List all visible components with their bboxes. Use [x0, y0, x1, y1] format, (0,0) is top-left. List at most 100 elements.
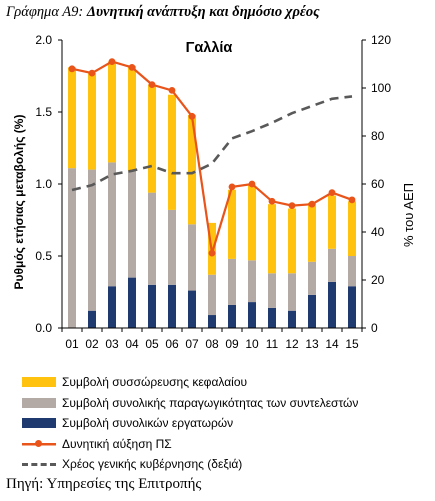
x-tick-label-10: 10	[245, 337, 259, 351]
bar-labour-04	[128, 277, 136, 328]
bar-tfp-12	[288, 273, 296, 311]
bar-labour-07	[188, 290, 196, 328]
legend-item: Συμβολή συνολικής παραγωγικότητας των συ…	[22, 393, 358, 414]
bar-capital-13	[308, 202, 316, 262]
y2-tick-label: 40	[371, 225, 385, 239]
bar-tfp-11	[268, 273, 276, 308]
bar-capital-01	[68, 67, 76, 169]
legend-marker-line	[22, 437, 56, 450]
chart-title: Γαλλία	[186, 40, 233, 56]
potential-growth-point-12	[288, 202, 296, 210]
y-axis-label: Ρυθμός ετήσιας μεταβολής (%)	[12, 115, 26, 290]
bar-tfp-06	[168, 209, 176, 285]
axes-layer: 0.0 0.5 1.0 1.5 2.0 0 20 40 60 80 100 120 01 02 03 04 05…	[35, 33, 391, 351]
bar-tfp-15	[348, 256, 356, 287]
legend-label: Συμβολή συνολικών εργατωρών	[62, 416, 234, 431]
figure-title: Γράφημα Α9: Δυνητική ανάπτυξη και δημόσι…	[6, 4, 320, 21]
potential-growth-point-08	[208, 249, 216, 257]
bar-capital-09	[228, 189, 236, 259]
x-tick-label-11: 11	[266, 337, 279, 351]
y-tick-label: 1.0	[35, 177, 52, 191]
bar-tfp-03	[108, 162, 116, 287]
y-tick-label: 1.5	[35, 105, 52, 119]
bar-tfp-01	[68, 168, 76, 328]
bar-labour-10	[248, 302, 256, 328]
line-layer	[68, 58, 356, 257]
x-tick-label-02: 02	[85, 337, 99, 351]
legend-item: Χρέος γενικής κυβέρνησης (δεξιά)	[22, 454, 358, 475]
y-tick-label: 2.0	[35, 33, 52, 47]
potential-growth-point-04	[128, 63, 136, 71]
bar-capital-11	[268, 204, 276, 274]
potential-growth-point-11	[268, 197, 276, 205]
potential-growth-point-03	[108, 58, 116, 65]
bar-layer	[68, 61, 356, 328]
potential-growth-point-15	[348, 196, 356, 204]
x-tick-label-13: 13	[305, 337, 319, 351]
bar-labour-12	[288, 310, 296, 328]
legend-marker-dot	[35, 439, 42, 447]
x-tick-label-14: 14	[325, 337, 339, 351]
potential-growth-point-02	[88, 69, 96, 77]
figure-title-prefix: Γράφημα Α9:	[6, 4, 84, 20]
y2-tick-label: 60	[371, 177, 385, 191]
bar-labour-14	[328, 281, 336, 328]
x-tick-label-09: 09	[225, 337, 239, 351]
potential-growth-point-09	[228, 183, 236, 191]
potential-growth-point-10	[248, 180, 256, 188]
y-tick-label: 0.5	[35, 249, 52, 263]
bar-tfp-02	[88, 169, 96, 311]
x-tick-label-04: 04	[125, 337, 139, 351]
bar-tfp-05	[148, 192, 156, 285]
bar-capital-10	[248, 185, 256, 261]
y2-tick-label: 80	[371, 129, 385, 143]
bar-labour-06	[168, 284, 176, 328]
legend-swatch	[22, 397, 56, 408]
potential-growth-point-05	[148, 81, 156, 89]
bar-capital-02	[88, 73, 96, 170]
legend-label: Συμβολή συνολικής παραγωγικότητας των συ…	[62, 395, 359, 410]
y2-tick-label: 20	[371, 273, 385, 287]
legend-label: Δυνητική αύξηση ΠΣ	[62, 436, 172, 451]
y2-tick-label: 0	[371, 321, 378, 335]
bar-tfp-14	[328, 248, 336, 282]
bar-tfp-13	[308, 261, 316, 295]
legend: Συμβολή συσσώρευσης κεφαλαίου Συμβολή συν…	[22, 372, 358, 475]
legend-label: Συμβολή συσσώρευσης κεφαλαίου	[62, 375, 248, 390]
bar-capital-06	[168, 94, 176, 210]
legend-swatch	[22, 418, 56, 429]
bar-labour-15	[348, 286, 356, 328]
bar-capital-12	[288, 208, 296, 274]
bar-capital-03	[108, 61, 116, 163]
bar-labour-11	[268, 307, 276, 328]
x-tick-label-05: 05	[145, 337, 159, 351]
bar-capital-05	[148, 84, 156, 193]
x-tick-label-01: 01	[65, 337, 79, 351]
potential-growth-point-13	[308, 200, 316, 208]
y-tick-label: 0.0	[35, 321, 52, 335]
bar-tfp-08	[208, 274, 216, 316]
bar-labour-05	[148, 284, 156, 328]
bar-labour-02	[88, 310, 96, 328]
bar-capital-07	[188, 114, 196, 225]
x-tick-label-03: 03	[105, 337, 119, 351]
legend-item: Συμβολή συνολικών εργατωρών	[22, 413, 358, 434]
bar-labour-03	[108, 286, 116, 328]
y2-tick-label: 120	[371, 33, 391, 47]
bar-labour-08	[208, 315, 216, 328]
bar-tfp-07	[188, 224, 196, 291]
potential-growth-point-14	[328, 189, 336, 197]
figure-title-main: Δυνητική ανάπτυξη και δημόσιο χρέος	[86, 4, 320, 20]
potential-growth-point-01	[68, 65, 76, 73]
bar-tfp-04	[128, 171, 136, 278]
x-tick-label-12: 12	[285, 337, 299, 351]
chart: 0.0 0.5 1.0 1.5 2.0 0 20 40 60 80 100 120 01 02 03 04 05…	[12, 33, 416, 351]
bar-capital-04	[128, 65, 136, 172]
legend-item: Συμβολή συσσώρευσης κεφαλαίου	[22, 372, 358, 393]
legend-swatch	[22, 377, 56, 388]
x-tick-label-07: 07	[185, 337, 199, 351]
source-note: Πηγή: Υπηρεσίες της Επιτροπής	[6, 476, 202, 492]
bar-tfp-10	[248, 260, 256, 303]
legend-item: Δυνητική αύξηση ΠΣ	[22, 434, 358, 455]
x-tick-label-06: 06	[165, 337, 179, 351]
